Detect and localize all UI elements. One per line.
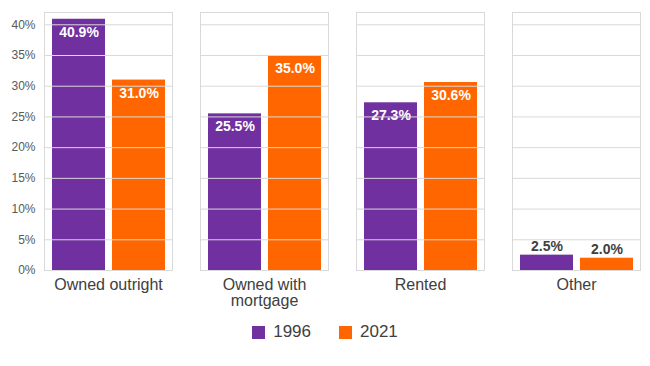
svg-text:30%: 30% (11, 79, 35, 93)
svg-text:30.6%: 30.6% (431, 87, 471, 103)
svg-text:35%: 35% (11, 48, 35, 62)
svg-text:40%: 40% (11, 18, 35, 32)
svg-text:Rented: Rented (395, 276, 447, 293)
svg-text:2.0%: 2.0% (591, 241, 623, 257)
svg-text:15%: 15% (11, 171, 35, 185)
svg-text:27.3%: 27.3% (371, 107, 411, 123)
svg-text:5%: 5% (18, 233, 36, 247)
svg-text:Other: Other (556, 276, 597, 293)
svg-text:40.9%: 40.9% (59, 24, 99, 40)
svg-text:2.5%: 2.5% (531, 237, 563, 254)
svg-text:25%: 25% (11, 110, 35, 124)
html-text:2021: 2021 (360, 322, 398, 341)
svg-text:20%: 20% (11, 140, 35, 154)
svg-text:10%: 10% (11, 202, 35, 216)
svg-text:25.5%: 25.5% (215, 118, 255, 134)
html-text:1996: 1996 (273, 322, 311, 341)
svg-text:Owned withmortgage: Owned withmortgage (223, 276, 307, 309)
svg-text:31.0%: 31.0% (119, 85, 159, 101)
svg-text:Owned outright: Owned outright (54, 276, 163, 293)
svg-text:0%: 0% (18, 263, 36, 277)
svg-text:35.0%: 35.0% (275, 60, 315, 76)
